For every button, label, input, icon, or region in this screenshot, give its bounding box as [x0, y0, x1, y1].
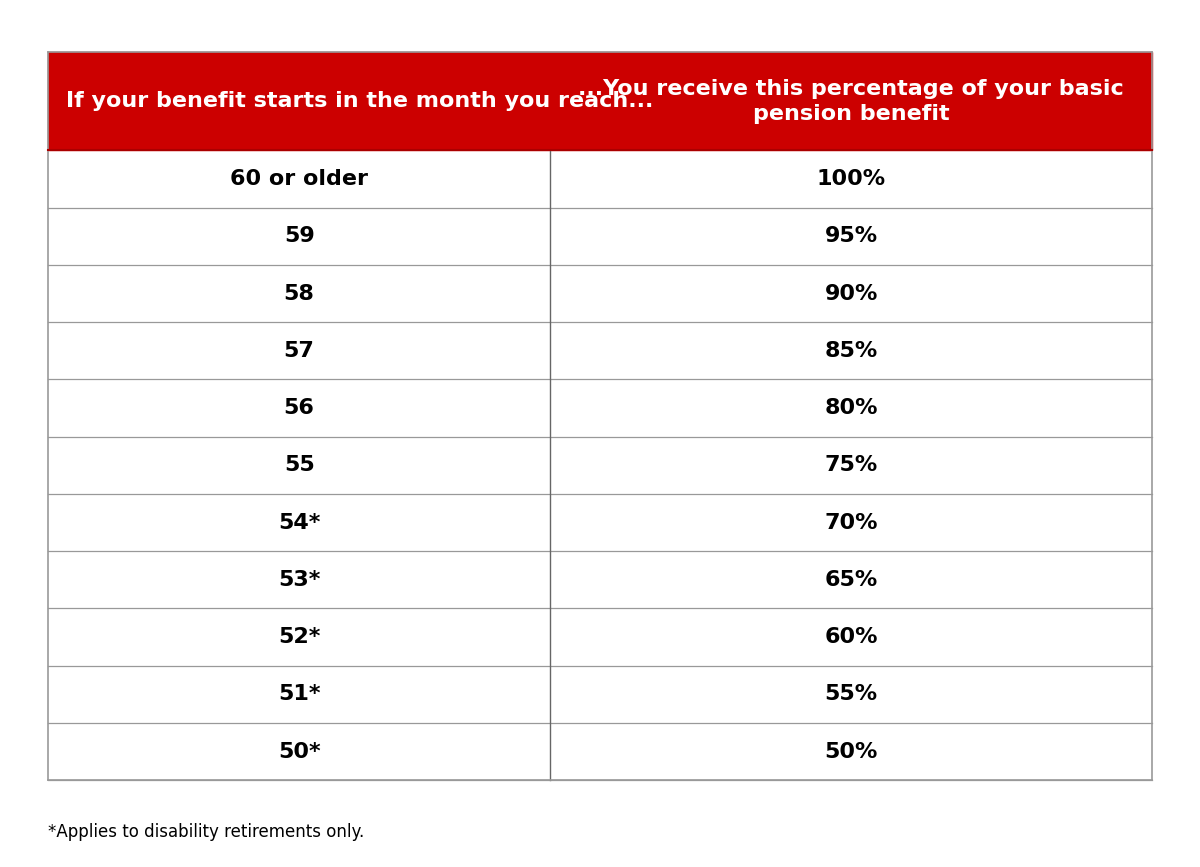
- Text: 100%: 100%: [816, 169, 886, 189]
- Bar: [48, 551, 1152, 609]
- Bar: [48, 494, 1152, 551]
- Text: 56: 56: [283, 398, 314, 418]
- Bar: [48, 150, 1152, 207]
- Text: 58: 58: [283, 284, 314, 303]
- Text: 54*: 54*: [278, 512, 320, 532]
- Text: 90%: 90%: [824, 284, 878, 303]
- Text: ...You receive this percentage of your basic
pension benefit: ...You receive this percentage of your b…: [578, 79, 1124, 124]
- Text: 57: 57: [283, 341, 314, 361]
- Text: 95%: 95%: [824, 226, 877, 246]
- Bar: [48, 207, 1152, 265]
- Bar: [48, 723, 1152, 780]
- Text: 60%: 60%: [824, 627, 878, 647]
- Text: 70%: 70%: [824, 512, 878, 532]
- Text: 60 or older: 60 or older: [230, 169, 368, 189]
- Text: 85%: 85%: [824, 341, 877, 361]
- Text: 53*: 53*: [278, 570, 320, 590]
- Text: 55: 55: [283, 455, 314, 475]
- Text: 59: 59: [283, 226, 314, 246]
- Text: 50*: 50*: [278, 741, 320, 762]
- Text: 55%: 55%: [824, 684, 877, 704]
- Text: 75%: 75%: [824, 455, 877, 475]
- Text: *Applies to disability retirements only.: *Applies to disability retirements only.: [48, 823, 365, 841]
- Text: 52*: 52*: [278, 627, 320, 647]
- Bar: [48, 323, 1152, 380]
- Bar: [48, 609, 1152, 666]
- Text: 80%: 80%: [824, 398, 878, 418]
- Bar: [48, 437, 1152, 494]
- Bar: [48, 52, 1152, 150]
- Text: 51*: 51*: [278, 684, 320, 704]
- Bar: [48, 666, 1152, 723]
- Text: 65%: 65%: [824, 570, 877, 590]
- Bar: [48, 380, 1152, 437]
- Text: 50%: 50%: [824, 741, 878, 762]
- Text: If your benefit starts in the month you reach...: If your benefit starts in the month you …: [66, 91, 653, 111]
- Bar: [48, 265, 1152, 323]
